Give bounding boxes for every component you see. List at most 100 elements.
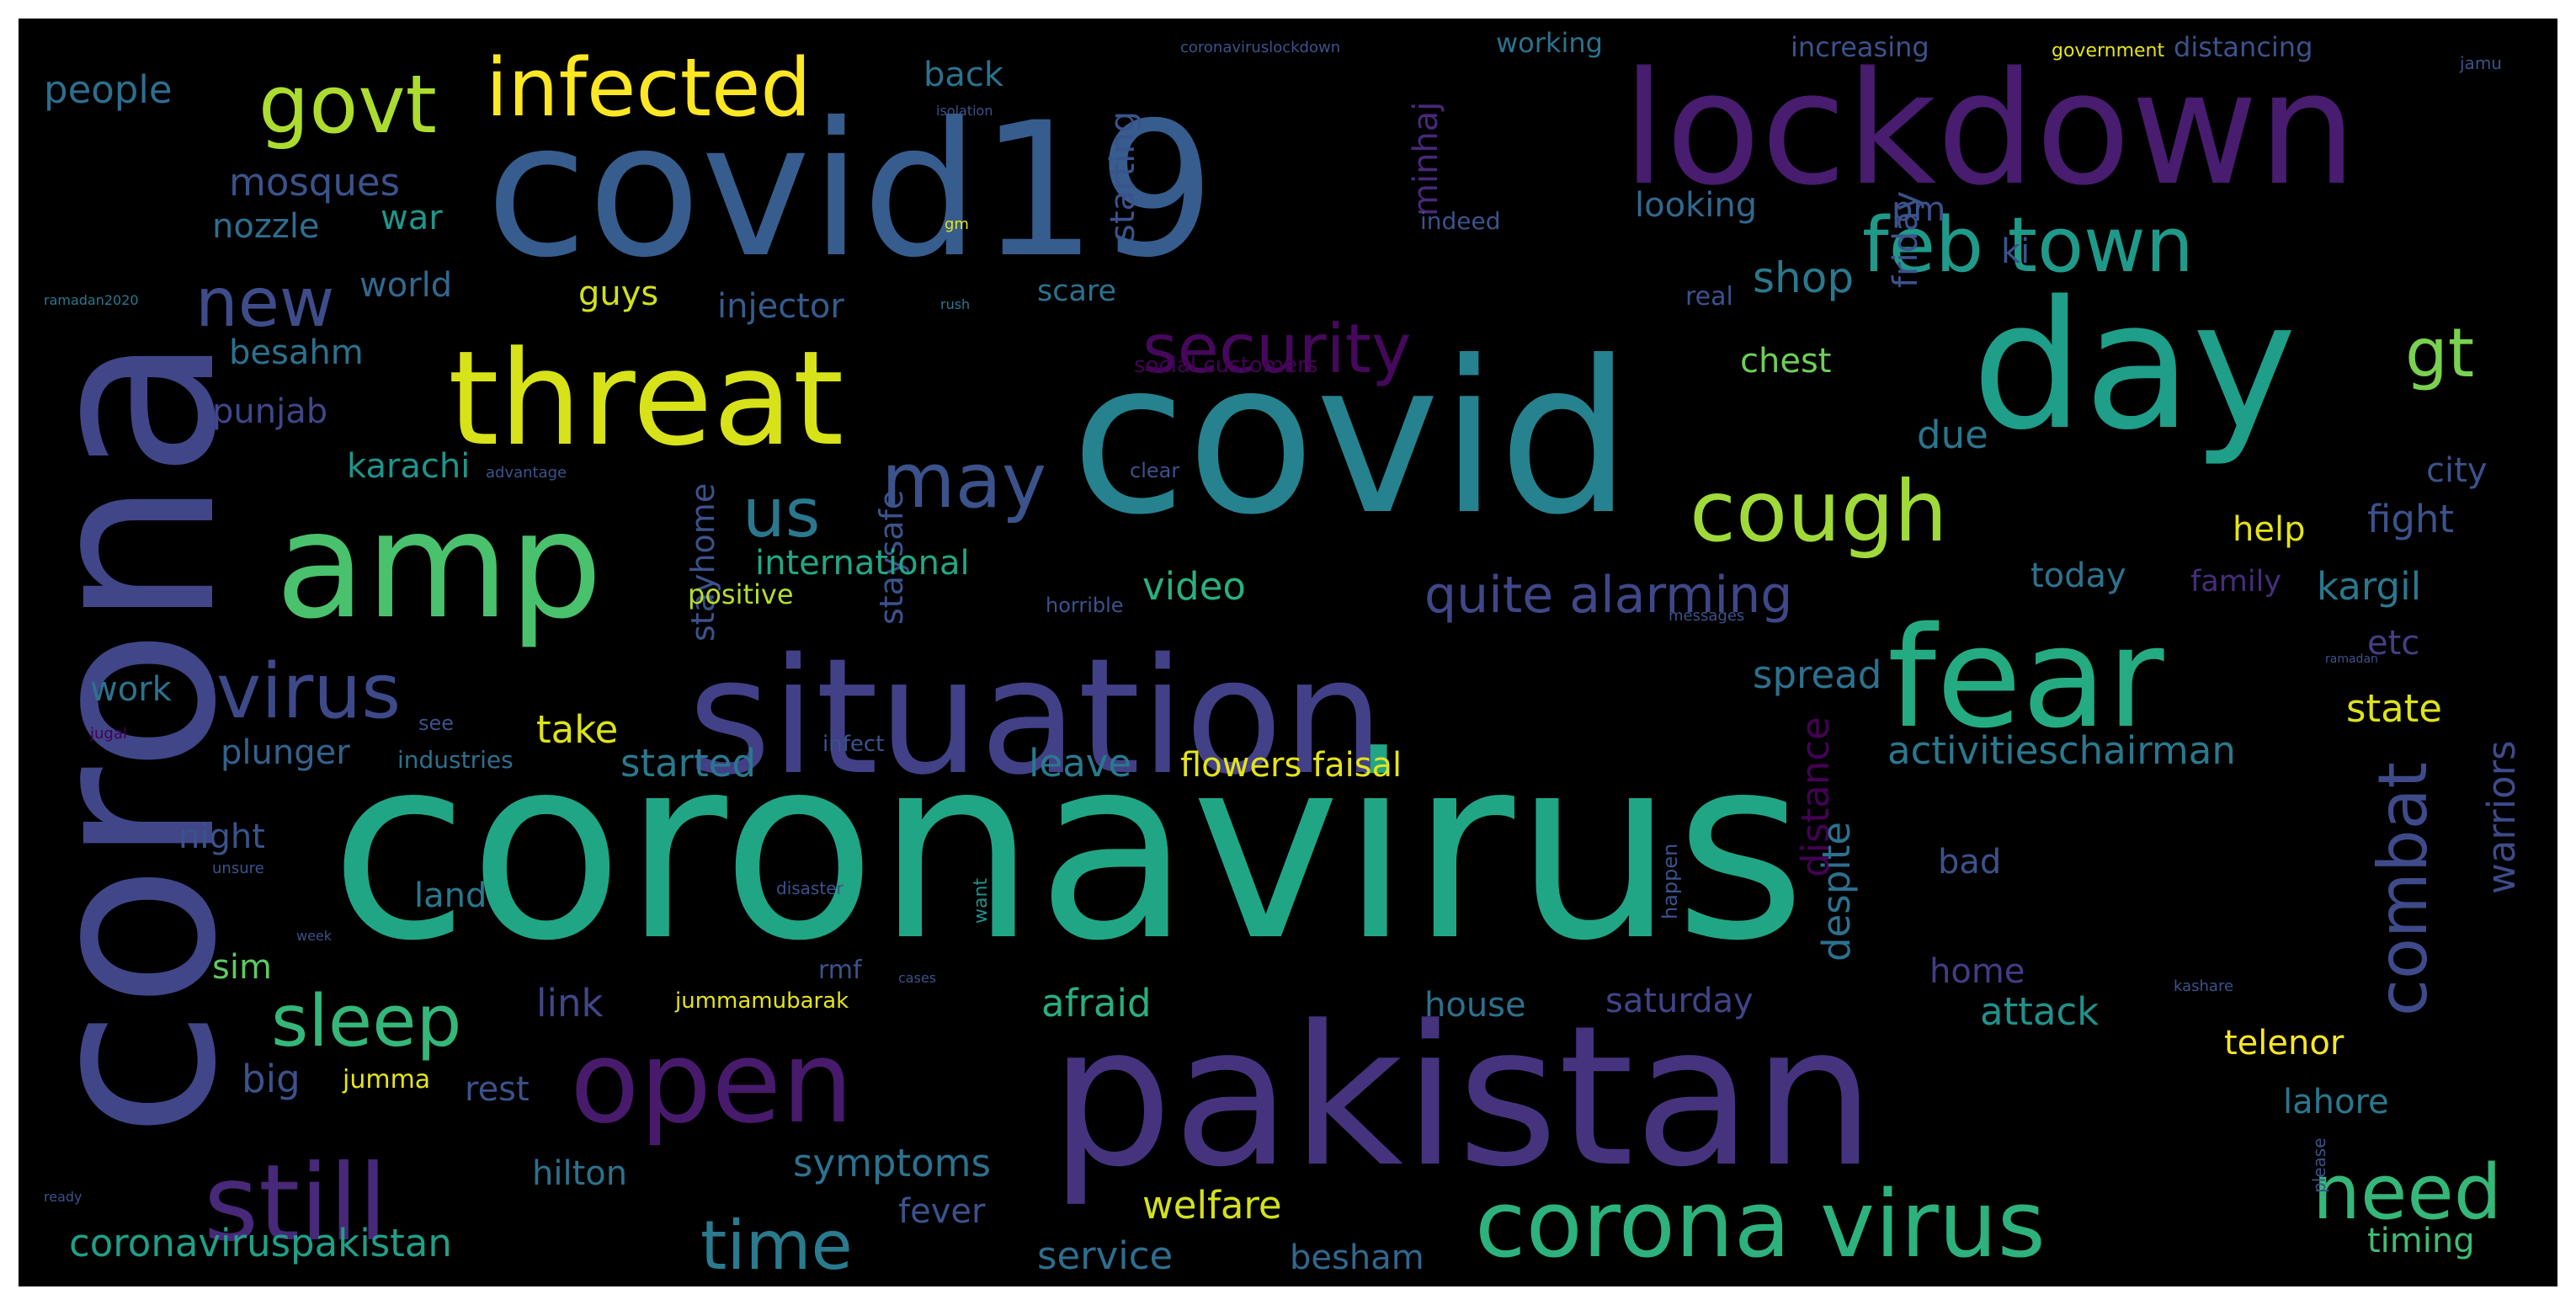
cloud-word: new	[195, 264, 334, 342]
cloud-word: day	[1972, 263, 2297, 469]
cloud-word: isolation	[936, 103, 993, 119]
cloud-word: welfare	[1142, 1183, 1282, 1228]
cloud-word: virus	[216, 647, 401, 736]
cloud-word: distancing	[2174, 31, 2313, 63]
cloud-word: rush	[940, 296, 970, 312]
cloud-word: infected	[486, 42, 812, 135]
cloud-word: distance	[1793, 716, 1838, 877]
cloud-word: gm	[945, 216, 969, 233]
cloud-word: back	[923, 56, 1004, 94]
cloud-word: house	[1424, 986, 1526, 1025]
cloud-word: happen	[1658, 844, 1682, 919]
cloud-word: social customers	[1134, 353, 1317, 378]
cloud-word: afraid	[1041, 981, 1152, 1025]
cloud-word: guys	[578, 274, 658, 313]
cloud-word: horrible	[1046, 594, 1124, 617]
cloud-word: increasing	[1791, 31, 1929, 63]
cloud-word: infect	[822, 732, 884, 757]
cloud-word: time	[700, 1206, 853, 1285]
cloud-word: due	[1917, 413, 1988, 457]
cloud-word: link	[536, 981, 604, 1025]
cloud-word: cases	[898, 970, 936, 986]
cloud-word: telenor	[2224, 1024, 2344, 1063]
cloud-word: ramadan	[2325, 652, 2378, 666]
cloud-word: hilton	[532, 1154, 627, 1193]
cloud-word: injector	[717, 287, 844, 326]
cloud-word: advantage	[486, 464, 567, 482]
cloud-word: corona virus	[1475, 1170, 2046, 1278]
cloud-word: work	[90, 670, 173, 709]
cloud-word: friday	[1887, 191, 1925, 288]
cloud-word: minhaj	[1407, 102, 1445, 216]
cloud-word: rest	[465, 1070, 530, 1109]
cloud-word: sleep	[271, 980, 461, 1063]
cloud-word: fever	[898, 1192, 986, 1231]
cloud-word: starting	[1104, 111, 1142, 242]
cloud-word: pm	[1892, 190, 1945, 229]
cloud-word: ready	[44, 1189, 82, 1205]
cloud-word: amp	[275, 481, 603, 652]
cloud-word: staysafe	[873, 490, 910, 625]
cloud-word: fear	[1887, 597, 2164, 759]
cloud-word: may	[881, 437, 1046, 525]
cloud-word: today	[2030, 557, 2126, 595]
cloud-word: security	[1142, 310, 1411, 388]
cloud-word: ki	[2001, 232, 2030, 271]
cloud-word: real	[1685, 282, 1733, 312]
cloud-word: cough	[1690, 462, 1947, 561]
cloud-word: international	[755, 544, 970, 583]
cloud-word: lockdown	[1622, 38, 2357, 220]
cloud-word: home	[1929, 952, 2025, 991]
cloud-word: unsure	[212, 860, 264, 877]
cloud-word: us	[742, 474, 820, 552]
cloud-word: fight	[2367, 497, 2454, 541]
cloud-word: stayhome	[684, 483, 721, 642]
cloud-word: ramadan2020	[44, 292, 139, 308]
cloud-word: take	[536, 707, 618, 752]
cloud-word: symptoms	[793, 1141, 991, 1185]
cloud-word: jugal	[89, 725, 127, 743]
cloud-word: covid	[1071, 316, 1632, 561]
cloud-word: jummamubarak	[674, 988, 849, 1014]
cloud-word: mosques	[229, 160, 400, 205]
cloud-word: warriors	[2479, 740, 2524, 894]
cloud-word: indeed	[1420, 207, 1501, 235]
cloud-word: feb town	[1862, 201, 2194, 290]
cloud-word: situation	[688, 624, 1384, 810]
cloud-word: industries	[397, 746, 514, 774]
cloud-word: corona	[19, 334, 269, 1138]
cloud-word: need	[2313, 1148, 2502, 1237]
cloud-word: world	[359, 266, 452, 305]
cloud-word: video	[1142, 564, 1246, 609]
word-cloud: coronavirus pakistan covid covid19 corona sit…	[19, 19, 2557, 1286]
cloud-word: coronavirus	[330, 702, 1806, 996]
cloud-word: city	[2426, 451, 2487, 490]
cloud-word: started	[620, 741, 756, 786]
cloud-word: open	[570, 1016, 854, 1148]
cloud-word: bad	[1938, 843, 2001, 882]
cloud-word: jamu	[2459, 53, 2502, 73]
cloud-word: night	[178, 818, 265, 856]
cloud-word: nozzle	[212, 207, 320, 246]
cloud-word: looking	[1635, 186, 1757, 225]
cloud-word: disaster	[776, 878, 844, 898]
cloud-word: lahore	[2283, 1083, 2389, 1121]
cloud-word: besahm	[229, 333, 364, 372]
cloud-word: gt	[2405, 314, 2474, 392]
cloud-word: karachi	[347, 447, 470, 486]
cloud-word: etc	[2367, 624, 2419, 663]
cloud-word: want	[971, 878, 992, 924]
cloud-word: state	[2346, 686, 2442, 731]
cloud-word: working	[1496, 27, 1603, 59]
cloud-word: week	[296, 928, 333, 944]
cloud-word: leave	[1029, 741, 1131, 786]
cloud-word: plunger	[221, 733, 350, 772]
cloud-word: covid19	[486, 83, 1215, 298]
cloud-word: kargil	[2317, 564, 2421, 609]
cloud-word: pakistan	[1050, 985, 1876, 1210]
cloud-word: activitieschairman	[1887, 728, 2236, 773]
cloud-word: rmf	[818, 956, 863, 985]
cloud-word: coronaviruslockdown	[1180, 39, 1340, 56]
cloud-word: flowers faisal	[1180, 746, 1402, 785]
cloud-word: kashare	[2174, 977, 2233, 995]
